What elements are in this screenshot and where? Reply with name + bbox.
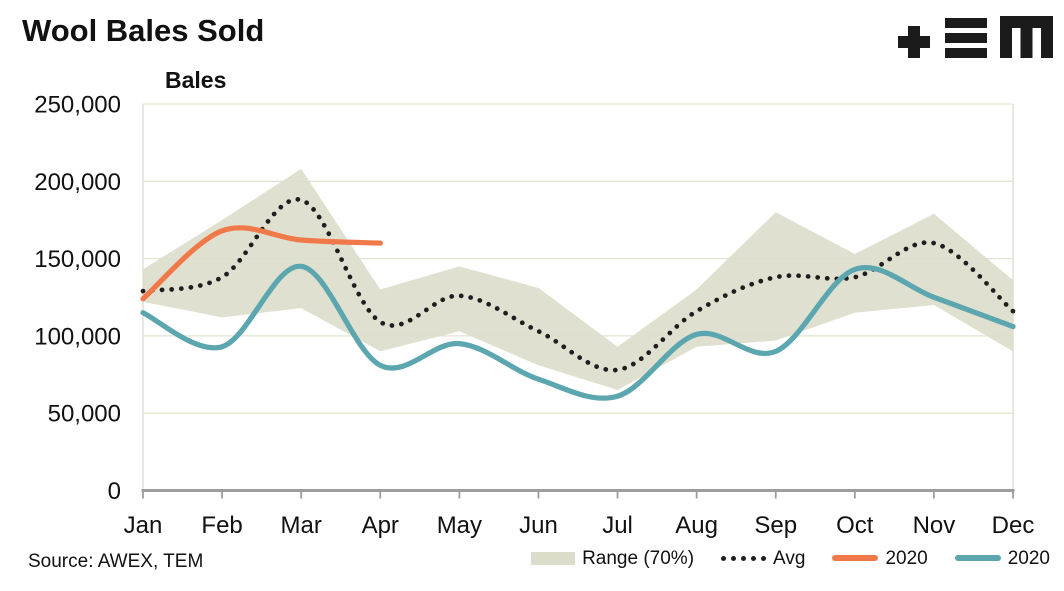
legend-item: 2020 <box>954 547 1050 569</box>
legend-label: Avg <box>773 547 806 569</box>
legend-item: Range (70%) <box>531 549 694 568</box>
x-tick-label: Sep <box>754 512 797 539</box>
legend-label: 2020 <box>1007 547 1050 569</box>
y-tick-label: 250,000 <box>34 92 121 119</box>
y-axis-unit-label: Bales <box>165 67 227 93</box>
x-tick-label: Aug <box>675 512 718 539</box>
legend-dotted-swatch <box>721 555 767 561</box>
x-tick-label: Dec <box>992 512 1035 539</box>
legend-label: Range (70%) <box>582 547 695 569</box>
legend-line-swatch <box>954 555 1001 561</box>
x-tick-label: Oct <box>836 512 874 539</box>
y-tick-label: 100,000 <box>34 323 121 350</box>
series-2020-teal-line <box>140 263 1016 401</box>
x-tick-label: Jul <box>602 512 633 539</box>
range-band-area <box>143 168 1013 391</box>
legend-band-swatch <box>531 551 576 565</box>
y-tick-label: 200,000 <box>34 169 121 196</box>
x-tick-label: Jun <box>519 512 558 539</box>
avg-line <box>140 197 1016 373</box>
tem-logo <box>898 16 1053 58</box>
legend-item: 2020 <box>832 547 928 569</box>
legend-label: 2020 <box>885 547 928 569</box>
x-tick-label: Jan <box>124 512 163 539</box>
logo-plus-icon <box>898 26 930 58</box>
x-tick-label: Feb <box>201 512 242 539</box>
chart-legend: Range (70%) Avg 2020 2020 <box>531 543 1050 573</box>
x-tick-label: Nov <box>913 512 956 539</box>
series-2020-orange-line <box>140 225 383 302</box>
logo-m-icon <box>1000 16 1053 58</box>
source-note: Source: AWEX, TEM <box>28 551 204 572</box>
legend-line-swatch <box>832 555 879 561</box>
chart-title: Wool Bales Sold <box>22 13 265 48</box>
y-tick-label: 50,000 <box>48 401 121 428</box>
x-tick-label: Apr <box>362 512 399 539</box>
y-tick-label: 0 <box>108 478 121 505</box>
logo-bars-icon <box>945 18 987 58</box>
y-tick-label: 150,000 <box>34 246 121 273</box>
legend-item: Avg <box>721 549 805 568</box>
x-tick-label: May <box>437 512 482 539</box>
x-tick-label: Mar <box>281 512 322 539</box>
